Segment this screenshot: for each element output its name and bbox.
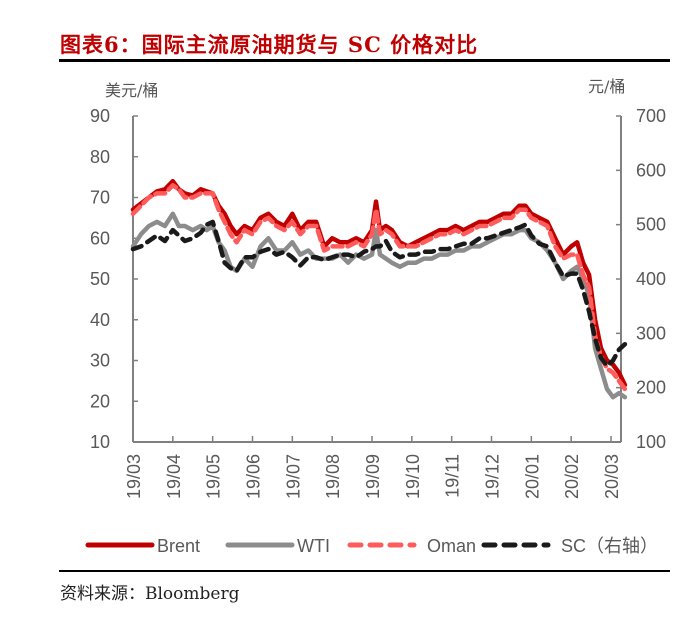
x-tick-label: 19/11 [443,454,463,498]
series-line-oman [130,183,628,392]
legend-label: Brent [157,536,200,556]
left-tick-label: 90 [90,106,110,126]
x-tick-label: 19/05 [204,454,224,499]
left-tick-label: 70 [90,188,110,208]
legend-label: Oman [427,536,476,556]
legend: Brent WTI Oman SC（右轴） [85,536,658,556]
left-tick-label: 40 [90,310,110,330]
right-tick-label: 500 [636,215,666,235]
right-tick-label: 700 [636,106,666,126]
chart-svg: 美元/桶 元/桶 90 80 70 60 50 40 30 20 10 700 600 500 400 3… [85,77,666,556]
legend-label: WTI [297,536,330,556]
x-tick-label: 19/09 [363,454,383,499]
x-tick-label: 19/06 [244,454,264,499]
x-tick-label: 20/03 [602,454,622,499]
axes: 90 80 70 60 50 40 30 20 10 700 600 500 400 300 200 100 1… [90,106,666,499]
right-tick-label: 600 [636,160,666,180]
x-tick-label: 19/03 [124,454,144,499]
x-tick-label: 20/01 [522,454,542,499]
x-tick-label: 19/07 [283,454,303,499]
x-tick-label: 19/08 [323,454,343,499]
left-tick-label: 50 [90,269,110,289]
series-lines [130,178,628,400]
x-tick-label: 20/02 [562,454,582,499]
left-tick-label: 20 [90,391,110,411]
left-tick-label: 10 [90,432,110,452]
right-tick-label: 300 [636,323,666,343]
series-line-brent [130,178,628,388]
x-tick-label: 19/10 [403,454,423,499]
left-axis-unit: 美元/桶 [105,81,158,100]
right-tick-label: 200 [636,378,666,398]
left-tick-label: 30 [90,351,110,371]
source-note: 资料来源：Bloomberg [60,584,240,604]
title-divider [59,59,670,62]
x-tick-label: 19/04 [164,454,184,499]
right-tick-label: 100 [636,432,666,452]
right-axis-unit: 元/桶 [588,77,625,96]
source-divider [59,570,670,572]
chart-title: 图表6：国际主流原油期货与 SC 价格对比 [60,32,479,57]
right-tick-label: 400 [636,269,666,289]
left-tick-label: 60 [90,228,110,248]
series-line-sc [130,219,628,369]
legend-label: SC（右轴） [561,536,658,556]
left-tick-label: 80 [90,147,110,167]
x-tick-label: 19/12 [483,454,503,499]
